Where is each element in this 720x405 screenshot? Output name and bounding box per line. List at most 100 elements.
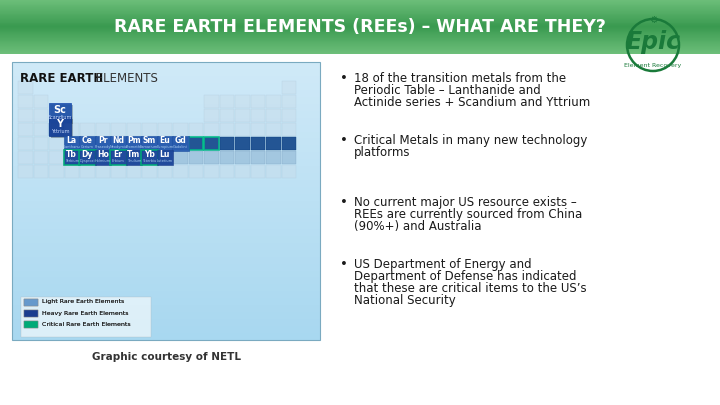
Text: Ce: Ce xyxy=(82,136,93,145)
Bar xyxy=(111,165,125,178)
Text: Terbium: Terbium xyxy=(65,159,78,163)
Bar xyxy=(34,123,48,136)
Bar xyxy=(189,165,203,178)
Bar xyxy=(0,9,720,11)
Bar xyxy=(204,151,218,164)
Bar xyxy=(0,5,720,6)
Bar xyxy=(94,150,111,165)
Bar xyxy=(0,26,720,28)
Bar xyxy=(282,137,296,150)
Bar xyxy=(12,214,320,222)
Text: Thulium: Thulium xyxy=(127,159,141,163)
Bar xyxy=(49,117,71,136)
Bar xyxy=(18,81,32,94)
Text: Gd: Gd xyxy=(174,136,186,145)
Bar xyxy=(12,235,320,243)
Bar xyxy=(12,89,320,97)
Text: Sc: Sc xyxy=(53,105,66,115)
Bar xyxy=(189,151,203,164)
Text: No current major US resource exists –: No current major US resource exists – xyxy=(354,196,577,209)
Text: Graphic courtesy of NETL: Graphic courtesy of NETL xyxy=(91,352,240,362)
Bar xyxy=(111,151,125,164)
Bar xyxy=(0,23,720,24)
Text: Pm: Pm xyxy=(127,136,140,145)
Bar xyxy=(0,28,720,29)
Bar xyxy=(63,150,80,165)
Bar xyxy=(127,123,141,136)
Text: Heavy Rare Earth Elements: Heavy Rare Earth Elements xyxy=(42,311,128,315)
Bar xyxy=(204,109,218,122)
Bar xyxy=(0,2,720,4)
Text: ELEMENTS: ELEMENTS xyxy=(92,72,158,85)
Text: Actinide series + Scandium and Yttrium: Actinide series + Scandium and Yttrium xyxy=(354,96,590,109)
Bar xyxy=(49,165,63,178)
Bar xyxy=(12,333,320,340)
Bar xyxy=(12,117,320,125)
Bar xyxy=(18,95,32,108)
Bar xyxy=(0,14,720,15)
Bar xyxy=(24,320,38,328)
Text: Holmium: Holmium xyxy=(95,159,111,163)
Bar xyxy=(12,270,320,277)
Text: platforms: platforms xyxy=(354,146,410,159)
Bar xyxy=(0,34,720,36)
Bar xyxy=(24,298,38,305)
Bar xyxy=(34,151,48,164)
Bar xyxy=(125,150,142,165)
Bar xyxy=(79,150,96,165)
Bar xyxy=(0,44,720,45)
Bar xyxy=(266,137,281,150)
Bar xyxy=(0,0,720,2)
Text: US Department of Energy and: US Department of Energy and xyxy=(354,258,531,271)
Text: Dysprosi: Dysprosi xyxy=(79,159,95,163)
Bar xyxy=(282,109,296,122)
Bar xyxy=(156,136,173,151)
Bar xyxy=(266,109,281,122)
Bar xyxy=(0,50,720,51)
Bar xyxy=(266,123,281,136)
Bar xyxy=(282,81,296,94)
Bar xyxy=(0,53,720,54)
Bar xyxy=(0,3,720,4)
Bar xyxy=(0,8,720,9)
Bar xyxy=(235,123,250,136)
Bar xyxy=(24,309,38,316)
Bar xyxy=(34,109,48,122)
Text: •: • xyxy=(340,72,348,85)
Bar xyxy=(0,40,720,41)
Bar xyxy=(0,42,720,43)
Bar xyxy=(235,95,250,108)
Bar xyxy=(127,137,141,150)
Text: Sm: Sm xyxy=(143,136,156,145)
Bar xyxy=(12,82,320,90)
Bar xyxy=(111,137,125,150)
Bar xyxy=(24,309,38,316)
Bar xyxy=(12,298,320,305)
Text: that these are critical items to the US’s: that these are critical items to the US’… xyxy=(354,282,587,295)
Bar xyxy=(12,187,320,194)
Bar xyxy=(204,123,218,136)
Text: •: • xyxy=(340,134,348,147)
Bar xyxy=(0,38,720,40)
Text: Department of Defense has indicated: Department of Defense has indicated xyxy=(354,270,577,283)
Bar xyxy=(0,7,720,8)
Bar xyxy=(127,165,141,178)
Bar xyxy=(12,256,320,264)
Bar xyxy=(251,165,265,178)
Bar xyxy=(12,103,320,111)
Bar xyxy=(0,13,720,15)
Bar xyxy=(0,28,720,30)
Bar xyxy=(12,173,320,180)
Bar xyxy=(12,284,320,291)
Text: Praseody: Praseody xyxy=(94,145,111,149)
Bar xyxy=(127,151,141,164)
Text: Nd: Nd xyxy=(112,136,125,145)
Bar xyxy=(220,95,234,108)
Bar xyxy=(158,165,172,178)
Bar xyxy=(110,150,127,165)
Text: •: • xyxy=(340,258,348,271)
Bar xyxy=(49,151,63,164)
Bar xyxy=(12,62,320,340)
Bar xyxy=(220,109,234,122)
Bar xyxy=(251,151,265,164)
